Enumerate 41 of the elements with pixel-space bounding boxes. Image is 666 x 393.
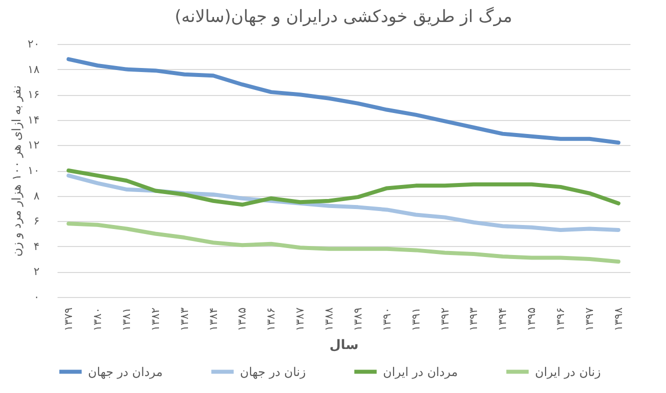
y-tick-label: ۴ (34, 240, 40, 253)
y-tick-label: ۰ (34, 290, 40, 304)
y-tick-label: ۲۰ (28, 38, 40, 50)
x-tick-label: ۱۳۹۱ (409, 308, 422, 332)
legend-label: زنان در ایران (535, 364, 602, 379)
x-tick-label: ۱۳۸۷ (294, 307, 307, 332)
legend-label: مردان در جهان (88, 364, 163, 379)
legend-label: زنان در جهان (240, 364, 306, 379)
y-axis-title: نفر به ازای هر ۱۰۰ هزار مرد و زن (10, 85, 24, 257)
x-tick-label: ۱۳۸۵ (236, 307, 249, 332)
x-axis-title: سال (330, 338, 358, 354)
y-tick-label: ۱۰ (28, 164, 40, 177)
legend-label: مردان در ایران (383, 364, 458, 379)
y-tick-label: ۱۶ (28, 88, 40, 102)
y-tick-label: ۲ (34, 265, 40, 278)
x-tick-label: ۱۳۸۱ (120, 308, 133, 332)
y-tick-label: ۱۴ (28, 113, 40, 126)
x-tick-label: ۱۳۹۳ (467, 307, 480, 332)
x-tick-label: ۱۳۹۷ (582, 307, 596, 332)
x-tick-label: ۱۳۸۶ (264, 308, 278, 332)
y-tick-label: ۶ (34, 214, 40, 228)
x-tick-label: ۱۳۹۴ (496, 307, 510, 332)
x-tick-label: ۱۳۹۲ (438, 307, 452, 332)
line-series (66, 57, 620, 145)
y-tick-label: ۱۲ (28, 138, 40, 152)
chart-title: مرگ از طریق خودکشی درایران و جهان(سالانه) (174, 6, 512, 27)
x-tick-label: ۱۳۹۸ (612, 307, 625, 332)
x-tick-label: ۱۳۹۰ (380, 308, 394, 332)
x-tick-label: ۱۳۹۵ (525, 307, 538, 332)
x-tick-label: ۱۳۷۹ (62, 307, 76, 332)
x-tick-label: ۱۳۸۹ (351, 307, 364, 332)
y-tick-label: ۱۸ (28, 62, 40, 76)
x-tick-label: ۱۳۹۶ (554, 308, 568, 332)
y-tick-label: ۸ (34, 189, 40, 202)
x-tick-label: ۱۳۸۲ (148, 307, 162, 332)
x-tick-label: ۱۳۸۰ (91, 308, 104, 332)
line-series (66, 168, 620, 207)
x-tick-label: ۱۳۸۳ (178, 307, 191, 332)
x-tick-label: ۱۳۸۸ (322, 307, 336, 332)
x-tick-label: ۱۳۸۴ (206, 307, 220, 332)
line-series (66, 222, 620, 264)
